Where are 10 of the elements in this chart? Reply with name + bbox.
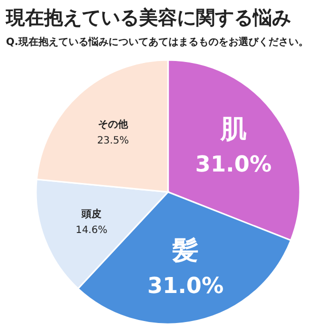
slice-label: 肌	[219, 114, 246, 144]
data-label: 23.5%	[97, 135, 129, 146]
data-label: 31.0%	[147, 274, 224, 300]
chart-title: 現在抱えている美容に関する悩み	[5, 7, 291, 29]
slice-label: 髪	[172, 236, 198, 266]
slice-label: 頭皮	[80, 208, 102, 220]
data-label: 14.6%	[76, 225, 108, 236]
data-label: 31.0%	[195, 152, 272, 178]
chart-subtitle: Q.現在抱えている悩みについてあてはまるものをお選びください。	[6, 36, 308, 48]
slice-label: その他	[98, 118, 129, 130]
